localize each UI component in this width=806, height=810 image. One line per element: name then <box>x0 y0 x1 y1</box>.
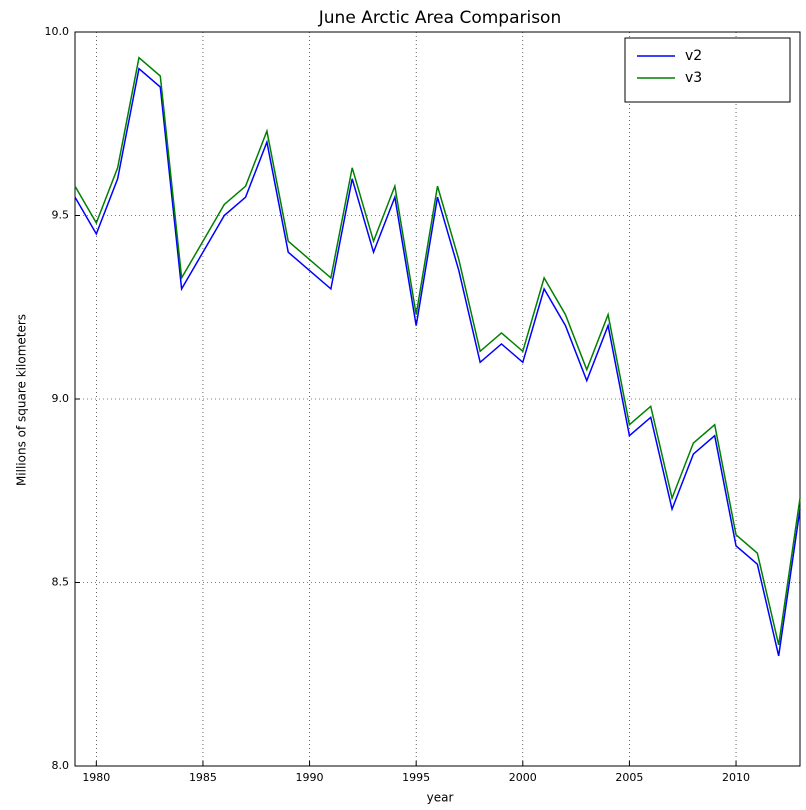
x-tick-label: 1985 <box>189 771 217 784</box>
x-tick-label: 1995 <box>402 771 430 784</box>
x-axis-label: year <box>427 791 454 805</box>
legend-label: v3 <box>685 70 702 86</box>
y-tick-label: 8.5 <box>52 576 70 589</box>
x-tick-label: 2000 <box>509 771 537 784</box>
x-tick-label: 1980 <box>82 771 110 784</box>
line <box>74 67 801 657</box>
x-tick-label: 2010 <box>722 771 750 784</box>
y-tick-label: 8.0 <box>52 759 70 772</box>
y-tick-label: 9.0 <box>52 392 70 405</box>
plot-frame <box>74 31 801 767</box>
chart-title: June Arctic Area Comparison <box>318 8 561 28</box>
y-axis-label: Millions of square kilometers <box>15 314 29 486</box>
legend-label: v2 <box>685 48 702 64</box>
legend-box <box>624 37 791 103</box>
x-tick-label: 2005 <box>615 771 643 784</box>
x-tick-label: 1990 <box>296 771 324 784</box>
y-tick-label: 10.0 <box>45 25 70 38</box>
y-tick-label: 9.5 <box>52 209 70 222</box>
line <box>74 56 801 646</box>
